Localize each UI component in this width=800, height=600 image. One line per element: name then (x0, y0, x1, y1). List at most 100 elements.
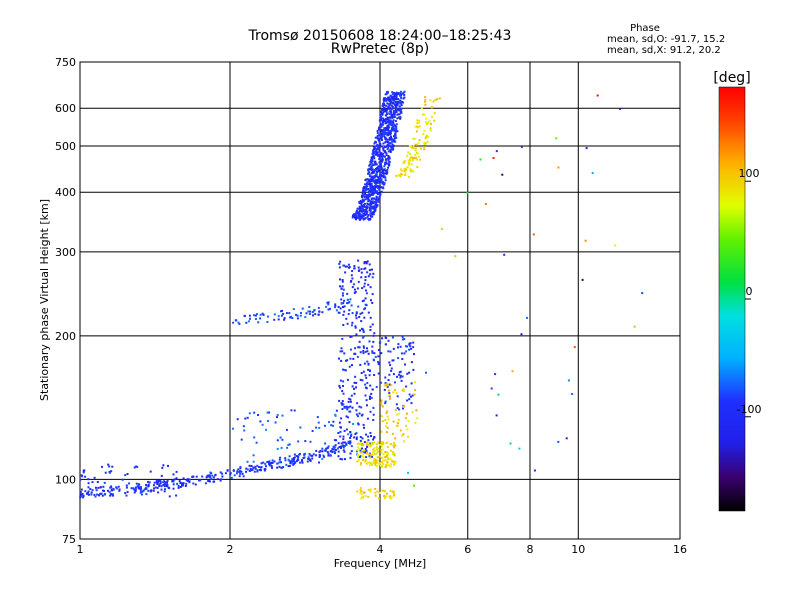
data-point (397, 101, 399, 104)
data-point (393, 454, 396, 457)
data-point (322, 454, 325, 457)
data-point (373, 151, 375, 153)
data-point (641, 292, 644, 295)
grid-lines (80, 62, 680, 539)
data-point (126, 473, 129, 475)
y-tick-label: 300 (55, 246, 76, 259)
data-point (208, 474, 211, 477)
data-point (79, 478, 82, 481)
data-point (377, 134, 380, 137)
data-point (349, 336, 352, 338)
data-point (357, 305, 360, 308)
data-point (392, 147, 395, 150)
data-point (390, 136, 393, 139)
data-point (353, 352, 356, 355)
data-point (258, 466, 261, 468)
data-point (362, 299, 365, 302)
data-point (364, 448, 367, 450)
data-point (140, 486, 142, 489)
data-point (360, 202, 363, 205)
data-point (386, 116, 389, 119)
data-point (353, 265, 356, 267)
data-point (348, 410, 351, 413)
data-point (376, 441, 379, 444)
data-point (369, 432, 372, 434)
data-point (360, 414, 363, 417)
data-point (155, 479, 158, 482)
data-point (292, 459, 295, 462)
data-point (400, 93, 403, 96)
data-point (374, 153, 377, 156)
data-point (503, 253, 506, 256)
data-point (261, 423, 264, 426)
data-point (341, 390, 344, 393)
data-point (401, 338, 404, 341)
data-point (427, 121, 430, 124)
data-point (185, 482, 188, 485)
data-point (349, 431, 352, 434)
data-point (241, 472, 244, 475)
data-point (277, 318, 280, 321)
data-point (384, 129, 387, 132)
data-point (369, 384, 372, 387)
data-point (372, 448, 375, 451)
data-point (341, 279, 344, 281)
data-point (369, 286, 372, 289)
data-point (388, 131, 391, 134)
data-point (357, 442, 360, 445)
data-point (82, 496, 85, 499)
data-point (410, 145, 412, 148)
data-point (359, 449, 362, 452)
data-point (375, 190, 378, 193)
data-point (362, 199, 365, 202)
data-point (369, 329, 372, 331)
data-point (388, 383, 391, 386)
data-point (118, 489, 121, 492)
data-point (378, 185, 381, 188)
data-point (291, 317, 294, 319)
data-point (134, 486, 137, 489)
data-point (143, 488, 146, 491)
data-point (380, 154, 382, 156)
data-point (410, 163, 413, 166)
data-point (287, 465, 290, 468)
data-point (368, 173, 371, 176)
data-point (350, 274, 353, 277)
data-point (195, 475, 198, 478)
data-point (90, 493, 93, 496)
data-point (266, 411, 269, 414)
data-point (207, 475, 210, 478)
data-point (360, 490, 363, 493)
data-point (380, 399, 383, 402)
data-point (282, 466, 285, 469)
data-point (347, 406, 350, 409)
data-point (366, 347, 368, 350)
data-point (366, 260, 369, 263)
data-point (400, 168, 402, 171)
data-point (384, 119, 387, 122)
data-point (394, 127, 397, 130)
data-point (370, 192, 373, 195)
data-point (387, 150, 390, 153)
data-point (384, 150, 386, 153)
data-point (383, 168, 386, 171)
data-point (345, 415, 348, 418)
data-point (343, 369, 346, 371)
data-point (417, 155, 420, 158)
data-point (362, 335, 365, 338)
data-point (381, 489, 384, 492)
data-point (392, 451, 394, 454)
data-point (414, 149, 417, 152)
data-point (394, 131, 397, 134)
data-point (260, 469, 262, 472)
data-point (379, 174, 381, 177)
data-point (377, 198, 380, 201)
data-point (432, 100, 435, 103)
data-point (396, 395, 399, 398)
data-point (296, 459, 299, 461)
data-point (382, 132, 384, 135)
data-point (365, 376, 368, 379)
data-point (307, 457, 310, 460)
data-point (373, 447, 376, 450)
data-point (399, 116, 402, 119)
